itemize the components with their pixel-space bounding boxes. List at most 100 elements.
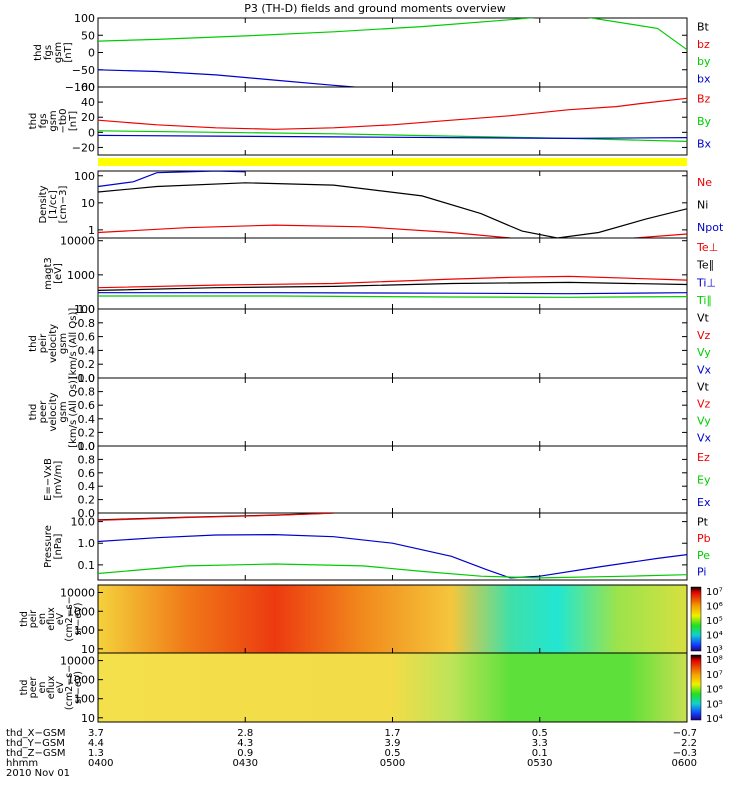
legend-Vy: Vy <box>697 346 711 359</box>
colorbar-tick-label: 10³ <box>706 645 723 656</box>
legend-bx: bx <box>697 72 711 85</box>
y-tick-label: 0.2 <box>78 426 96 439</box>
ephemeris-value: 1.7 <box>385 728 401 739</box>
colorbar-tick-label: 10⁵ <box>706 699 723 710</box>
legend-Pb: Pb <box>697 532 711 545</box>
spectrogram-peer_en: 10000 1000 100 10 thdpeerenefluxeV(cm2−s−sr−… <box>19 652 723 725</box>
series-by <box>98 18 687 51</box>
legend-by: by <box>697 55 711 68</box>
y-tick-label: 100 <box>74 693 95 706</box>
panel-frame <box>97 512 688 581</box>
y-axis-label: thd <box>28 113 39 130</box>
y-tick-label: −20 <box>72 141 95 154</box>
series-Pb <box>98 513 334 521</box>
legend-Pe: Pe <box>697 549 710 562</box>
ephemeris-value: 2.8 <box>237 728 253 739</box>
y-axis-label: Pressure <box>43 525 54 568</box>
ephemeris-label: thd_X−GSM <box>6 728 66 739</box>
y-axis-label: sr−eV) <box>73 671 84 704</box>
legend-Ne: Ne <box>697 176 712 189</box>
colorbar-tick-label: 10⁷ <box>706 670 723 681</box>
legend-Pi: Pi <box>697 566 706 579</box>
y-axis-label: peir <box>28 610 39 629</box>
y-tick-label: 10000 <box>60 586 95 599</box>
ephemeris-value: 4.3 <box>237 738 253 749</box>
ephemeris-value: −0.7 <box>673 728 697 739</box>
y-tick-label: 0.2 <box>78 358 96 371</box>
panel-frame <box>97 445 688 514</box>
colorbar-tick-label: 10⁶ <box>706 602 723 613</box>
y-tick-label: 0.4 <box>78 480 96 493</box>
y-axis-label: peer <box>28 677 39 699</box>
y-tick-label: 0.6 <box>78 467 96 480</box>
y-axis-label: [nPa] <box>53 533 64 559</box>
y-tick-label: 0.6 <box>78 399 96 412</box>
ephemeris-value: 3.3 <box>532 738 548 749</box>
y-axis-label: [km/s (All Qs)] <box>68 376 79 448</box>
colorbar-tick-label: 10⁴ <box>706 631 723 642</box>
panel-temp: 10000 1000 100 magt3 [eV] Te⊥ Te∥ Ti⊥ Ti∥ <box>43 235 718 316</box>
y-axis-label: thd <box>19 680 30 696</box>
y-axis-label: [1/cc] <box>48 190 59 219</box>
y-tick-label: 1.0 <box>78 372 96 385</box>
y-tick-label: 0.1 <box>78 559 96 572</box>
legend-Ey: Ey <box>697 474 711 487</box>
panel-frame <box>97 86 688 156</box>
panel-frame <box>97 308 688 379</box>
panel-frame <box>97 237 688 310</box>
legend-Ez: Ez <box>697 451 710 464</box>
y-axis-label: [nT] <box>68 111 79 131</box>
y-tick-label: 10 <box>81 712 95 725</box>
y-tick-label: 100 <box>74 624 95 637</box>
legend-Pt: Pt <box>697 515 709 528</box>
y-axis-label: gsm <box>53 42 64 63</box>
colorbar-tick-label: 10⁶ <box>706 685 723 696</box>
y-tick-label: 1000 <box>67 269 95 282</box>
colorbar-tick-label: 10⁵ <box>706 616 723 627</box>
y-tick-label: 10.0 <box>71 516 96 529</box>
y-tick-label: 0.6 <box>78 331 96 344</box>
y-tick-label: 10 <box>81 197 95 210</box>
series-Ni <box>98 182 687 238</box>
y-tick-label: 1.0 <box>78 440 96 453</box>
y-tick-label: 100 <box>74 303 95 316</box>
y-tick-label: 0 <box>88 47 95 60</box>
series-Ti⊥ <box>98 292 687 295</box>
y-tick-label: −50 <box>72 64 95 77</box>
legend-Ti⊥: Ti⊥ <box>696 276 716 289</box>
ephemeris-value: 0.1 <box>532 748 548 759</box>
ephemeris-value: 0500 <box>380 758 405 769</box>
ephemeris-value: −0.3 <box>673 748 697 759</box>
ephemeris-value: 0.5 <box>532 728 548 739</box>
legend-Vy: Vy <box>697 415 711 428</box>
panel-density: 100 10 1 Density [1/cc] [cm−3] Ne Ni Npot <box>38 170 724 239</box>
legend-Bx: Bx <box>697 138 712 151</box>
legend-Npot: Npot <box>697 221 724 234</box>
y-axis-label: E=−VxB <box>43 458 54 501</box>
legend-Vz: Vz <box>697 398 711 411</box>
colorbar-tick-label: 10⁷ <box>706 587 723 598</box>
series-Bx <box>98 134 687 140</box>
series-Npot <box>98 171 246 188</box>
y-tick-label: 0 <box>88 126 95 139</box>
ephemeris-label: 2010 Nov 01 <box>6 768 70 779</box>
y-tick-label: 0.0 <box>78 507 96 520</box>
y-axis-label: [mV/m] <box>53 461 64 499</box>
y-axis-label: [cm−3] <box>58 186 69 224</box>
y-axis-label: eflux <box>46 675 57 699</box>
legend-Vx: Vx <box>697 363 712 376</box>
y-tick-label: 1.0 <box>78 537 96 550</box>
y-tick-label: 1.0 <box>78 303 96 316</box>
series-Ti∥ <box>98 295 687 298</box>
quality-flag-bar <box>98 158 687 166</box>
y-axis-label: peer <box>38 400 49 424</box>
y-tick-label: 0.0 <box>78 440 96 453</box>
y-axis-label: thd <box>33 44 44 61</box>
ephemeris-value: 1.3 <box>88 748 104 759</box>
y-tick-label: 0.8 <box>78 386 96 399</box>
y-tick-label: 100 <box>74 170 95 183</box>
